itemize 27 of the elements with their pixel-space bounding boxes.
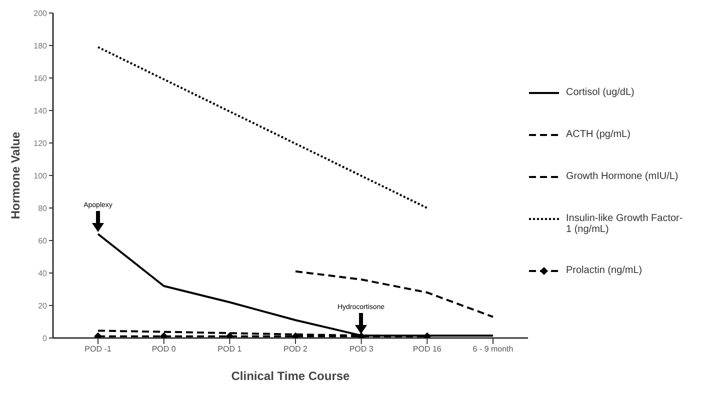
x-tick-label: POD 1 bbox=[218, 344, 242, 354]
x-tick-label: 6 - 9 month bbox=[472, 344, 514, 354]
x-tick-label: POD 0 bbox=[152, 344, 176, 354]
y-tick-label: 160 bbox=[34, 74, 48, 83]
legend-label: ACTH (pg/mL) bbox=[566, 128, 632, 140]
y-tick-label: 120 bbox=[34, 138, 48, 148]
line-series bbox=[294, 270, 494, 318]
y-tick-label: 200 bbox=[34, 8, 48, 18]
x-tick-label: POD 3 bbox=[349, 344, 374, 354]
y-tick-label: 60 bbox=[38, 236, 48, 246]
x-axis-title: Clinical Time Course bbox=[231, 369, 350, 383]
legend-label: Insulin-like Growth Factor-1 (ng/mL) bbox=[566, 212, 684, 234]
y-tick-label: 100 bbox=[34, 171, 48, 180]
legend-label: Cortisol (ug/dL) bbox=[566, 86, 636, 98]
y-tick-label: 20 bbox=[38, 301, 48, 310]
x-tick-label: POD 2 bbox=[283, 344, 308, 354]
legend-label: Growth Hormone (mIU/L) bbox=[566, 170, 680, 182]
y-tick-label: 80 bbox=[38, 204, 48, 213]
y-axis-title: Hormone Value bbox=[8, 131, 22, 220]
line-series bbox=[97, 233, 494, 338]
y-tick-label: 140 bbox=[34, 106, 48, 116]
y-tick-label: 180 bbox=[34, 41, 48, 50]
x-tick-label: POD 16 bbox=[412, 344, 442, 354]
legend-label: Prolactin (ng/mL) bbox=[566, 264, 644, 276]
y-tick-label: 40 bbox=[38, 268, 48, 278]
y-tick-label: 0 bbox=[42, 334, 48, 343]
x-tick-label: POD -1 bbox=[84, 344, 112, 354]
